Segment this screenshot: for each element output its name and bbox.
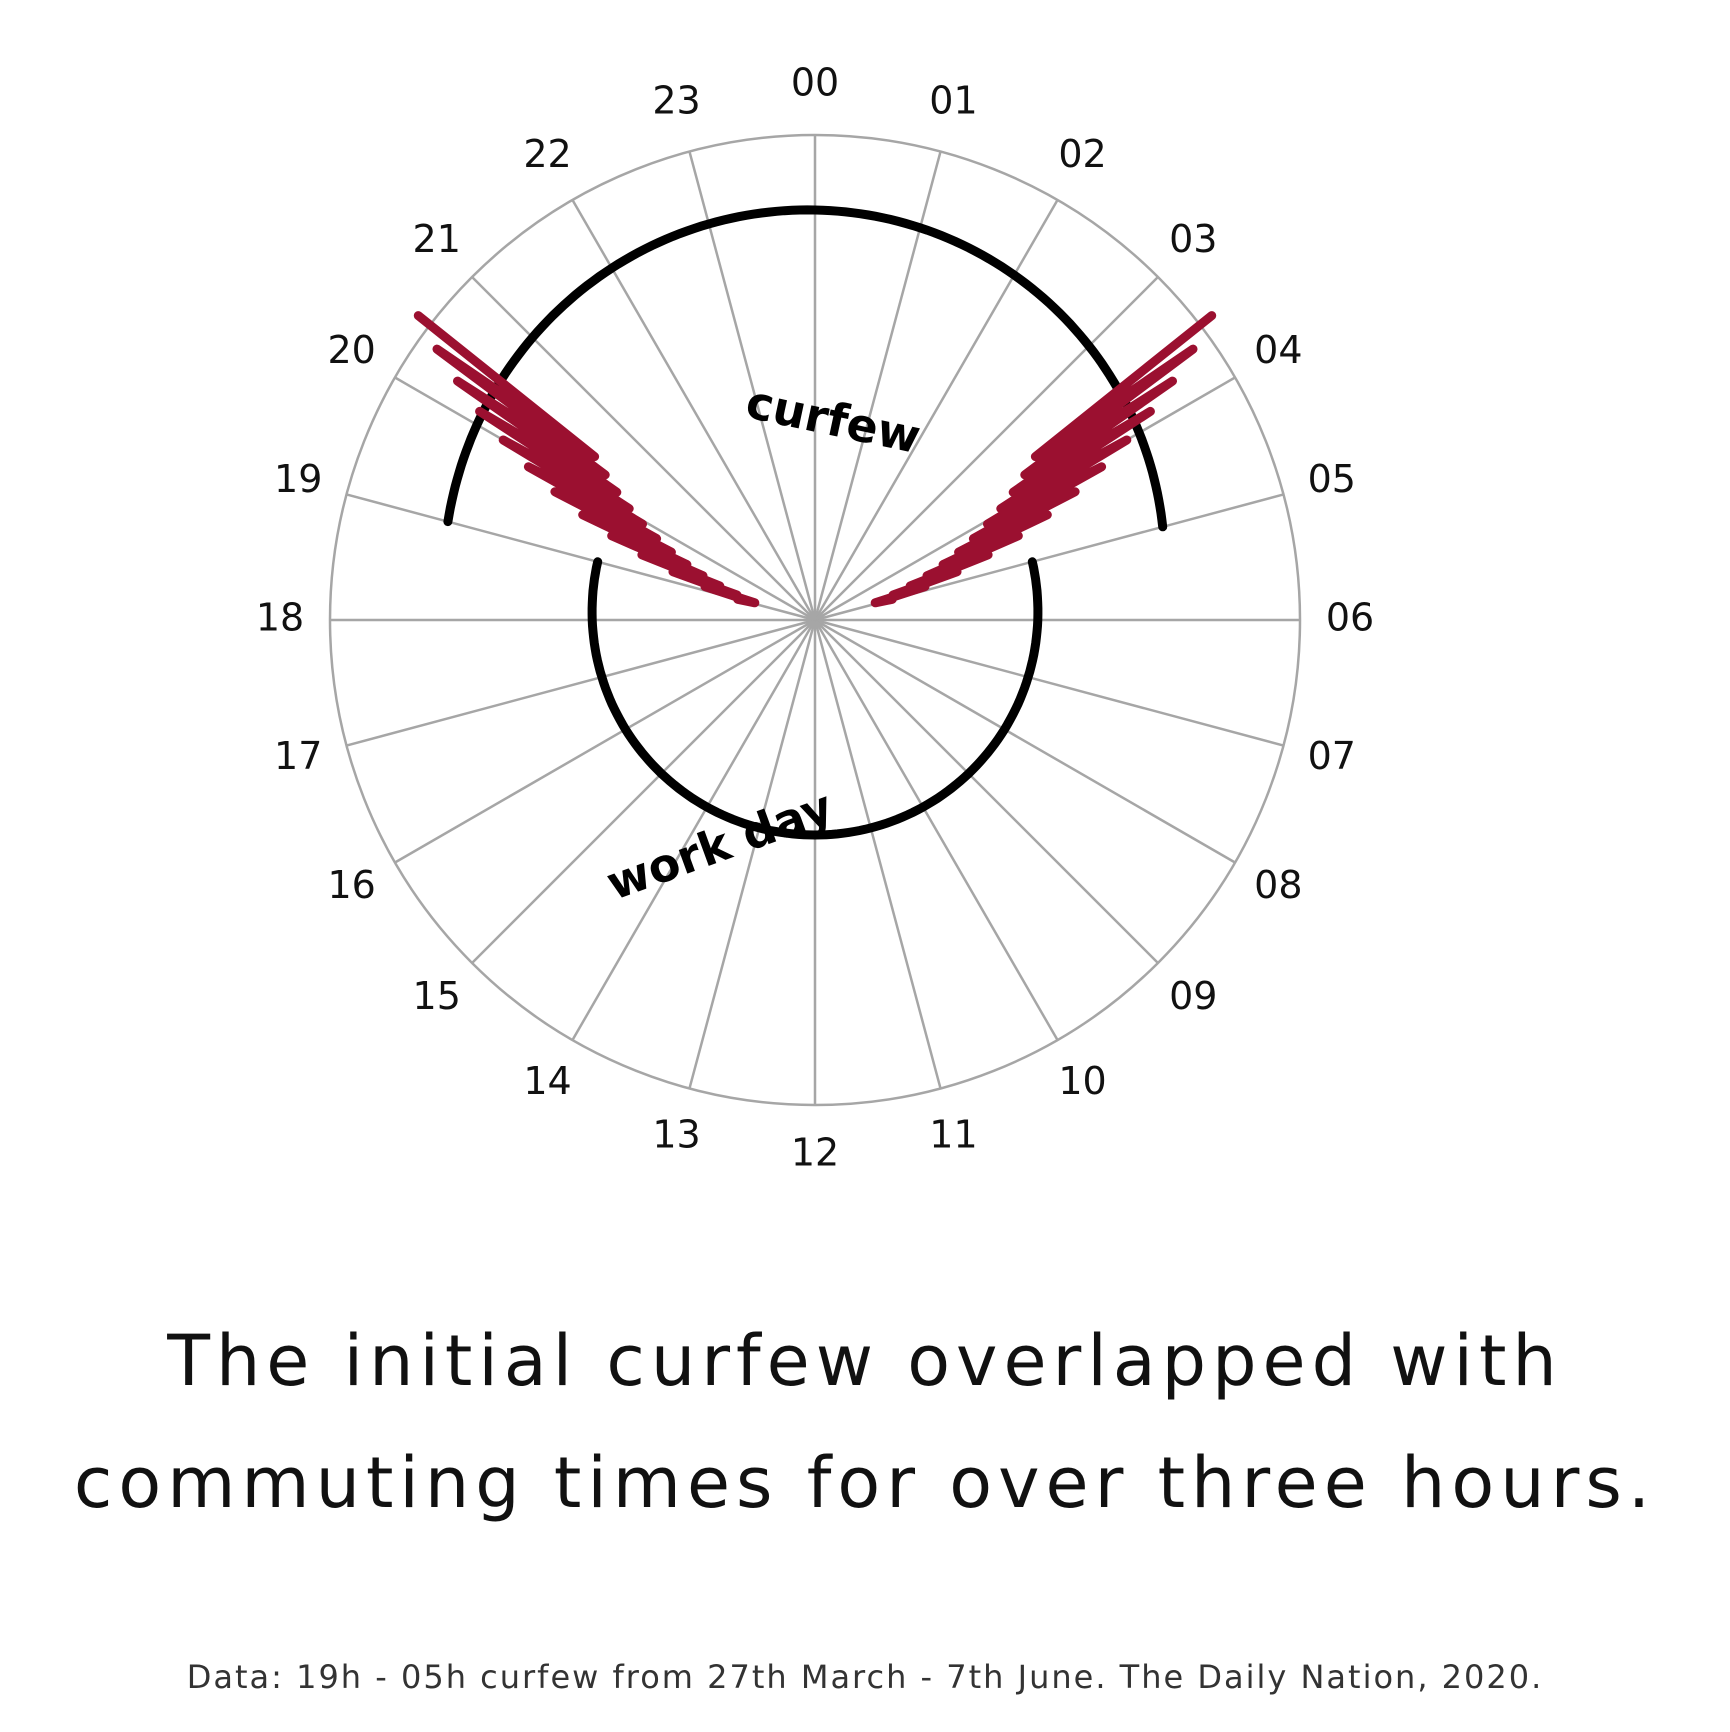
hour-spoke xyxy=(346,618,816,747)
hour-label: 12 xyxy=(791,1131,839,1175)
headline: The initial curfew overlapped with commu… xyxy=(60,1300,1670,1544)
hour-label: 10 xyxy=(1058,1059,1106,1103)
hour-label: 23 xyxy=(652,79,700,123)
headline-line-1: The initial curfew overlapped with xyxy=(167,1320,1563,1402)
hour-labels: 00 01 02 03 04 05 06 07 08 09 10 11 12 13 14 15 16 17 18 19… xyxy=(256,61,1374,1175)
hour-label: 02 xyxy=(1058,132,1106,176)
hour-spoke xyxy=(688,619,817,1089)
hour-label: 16 xyxy=(327,863,375,907)
hour-spoke xyxy=(813,151,942,621)
hour-spoke xyxy=(813,619,942,1089)
hour-spoke xyxy=(814,618,1284,747)
hour-spoke xyxy=(814,619,1159,964)
hour-label: 08 xyxy=(1254,863,1302,907)
commute-zigzag xyxy=(870,311,1217,608)
hour-label: 21 xyxy=(413,217,461,261)
hour-label: 03 xyxy=(1169,217,1217,261)
hour-spoke xyxy=(813,199,1059,621)
hour-label: 05 xyxy=(1308,457,1356,501)
clock-grid xyxy=(328,133,1302,1107)
hour-spoke xyxy=(471,619,816,964)
hour-label: 22 xyxy=(523,132,571,176)
hour-label: 07 xyxy=(1308,734,1356,778)
workday-curve xyxy=(587,557,1043,840)
hour-label: 13 xyxy=(652,1112,700,1156)
hour-label: 14 xyxy=(523,1059,571,1103)
hour-spoke xyxy=(814,618,1236,864)
hour-label: 06 xyxy=(1326,596,1374,640)
hour-label: 20 xyxy=(327,328,375,372)
radial-chart: 00 01 02 03 04 05 06 07 08 09 10 11 12 13 14 15 16 17 18 19… xyxy=(256,61,1374,1175)
commute-overlap-marks xyxy=(413,311,1217,608)
hour-label: 09 xyxy=(1169,974,1217,1018)
hour-spoke xyxy=(814,276,1159,621)
source-note: Data: 19h - 05h curfew from 27th March -… xyxy=(186,1658,1544,1696)
hour-spoke xyxy=(394,618,816,864)
hour-label: 11 xyxy=(929,1112,977,1156)
commute-zigzag xyxy=(413,311,760,608)
hour-spoke xyxy=(688,151,817,621)
hour-spoke xyxy=(571,619,817,1041)
hour-label: 01 xyxy=(929,79,977,123)
hour-spoke xyxy=(813,619,1059,1041)
hour-label: 00 xyxy=(791,61,839,105)
curfew-curve xyxy=(443,205,1168,532)
hour-label: 17 xyxy=(274,734,322,778)
hour-label: 18 xyxy=(256,596,304,640)
hour-label: 15 xyxy=(413,974,461,1018)
headline-line-2: commuting times for over three hours. xyxy=(73,1442,1657,1524)
hour-label: 19 xyxy=(274,457,322,501)
hour-spoke xyxy=(471,276,816,621)
hour-label: 04 xyxy=(1254,328,1302,372)
